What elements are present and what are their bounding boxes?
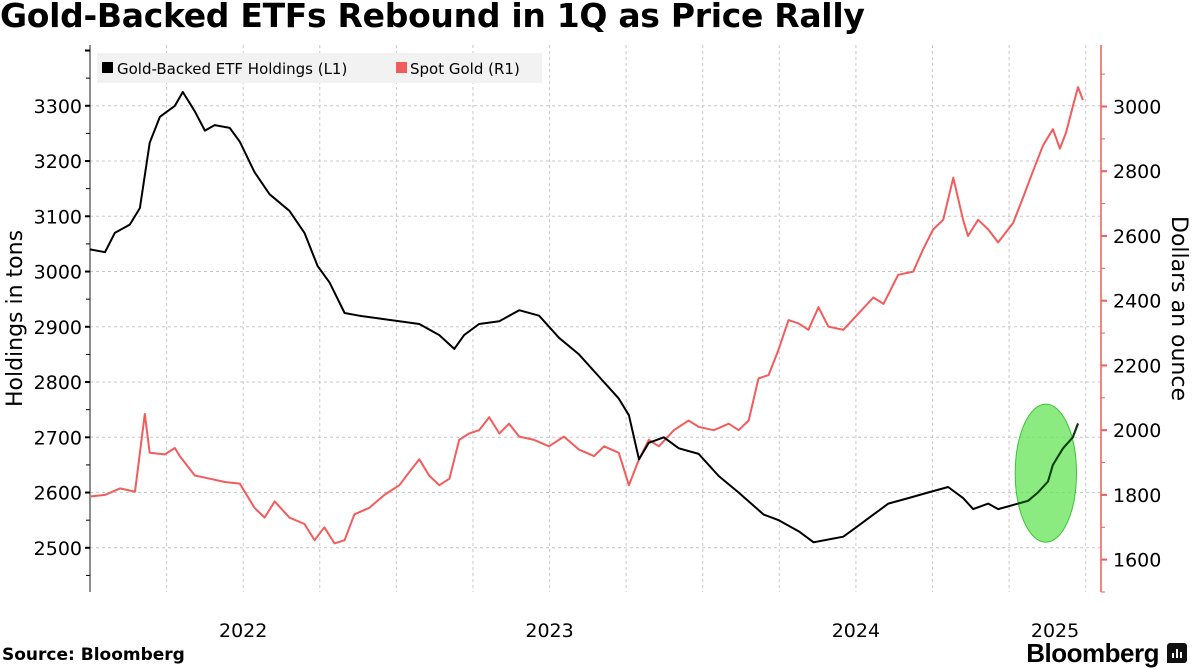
left-tick-label: 2500: [34, 538, 82, 560]
series-line-spot_gold: [89, 86, 1084, 545]
brand-logo-text: Bloomberg: [1026, 638, 1159, 668]
right-tick-label: 2400: [1113, 291, 1161, 313]
left-tick-label: 2900: [34, 317, 82, 339]
right-tick-label: 2000: [1113, 420, 1161, 442]
x-tick-label: 2024: [832, 620, 880, 642]
right-axis: 1600 1800 2000 2200 2400 2600 2800 3000: [1100, 45, 1161, 593]
gridlines: [90, 45, 1101, 592]
left-tick-label: 3100: [34, 206, 82, 228]
left-tick-label: 3200: [34, 151, 82, 173]
left-tick-label: 3000: [34, 262, 82, 284]
legend-label-holdings: Gold-Backed ETF Holdings (L1): [117, 60, 347, 78]
left-axis: 2500 2600 2700 2800 2900 3000 3100 3200 3300: [34, 45, 91, 592]
left-tick-label: 2600: [34, 483, 82, 505]
legend-swatch-spot-gold: [396, 62, 407, 73]
right-tick-label: 1600: [1113, 550, 1161, 572]
x-axis: 2022 2023 2024 2025: [219, 620, 1079, 642]
legend: Gold-Backed ETF Holdings (L1) Spot Gold …: [97, 53, 542, 83]
left-tick-label: 2800: [34, 372, 82, 394]
left-axis-title: Holdings in tons: [3, 230, 28, 407]
right-tick-label: 2800: [1113, 161, 1161, 183]
series-line-holdings-highlighted: [1017, 423, 1079, 505]
right-axis-title: Dollars an ounce: [1166, 216, 1191, 401]
chart-title: Gold-Backed ETFs Rebound in 1Q as Price …: [0, 0, 865, 35]
source-note: Source: Bloomberg: [2, 645, 185, 665]
legend-swatch-holdings: [102, 62, 113, 73]
highlight-ellipse: [1014, 403, 1077, 543]
right-tick-label: 1800: [1113, 485, 1161, 507]
bloomberg-logo-icon: [1167, 643, 1187, 663]
left-tick-label: 2700: [34, 427, 82, 449]
x-tick-label: 2025: [1031, 620, 1079, 642]
series-line-holdings: [89, 91, 1079, 544]
legend-background: [97, 53, 542, 83]
series-layer: [89, 86, 1084, 545]
x-tick-label: 2023: [525, 620, 573, 642]
right-tick-label: 2600: [1113, 226, 1161, 248]
legend-label-spot-gold: Spot Gold (R1): [410, 60, 520, 78]
x-tick-label: 2022: [219, 620, 267, 642]
right-tick-label: 2200: [1113, 355, 1161, 377]
right-tick-label: 3000: [1113, 96, 1161, 118]
left-tick-label: 3300: [34, 96, 82, 118]
